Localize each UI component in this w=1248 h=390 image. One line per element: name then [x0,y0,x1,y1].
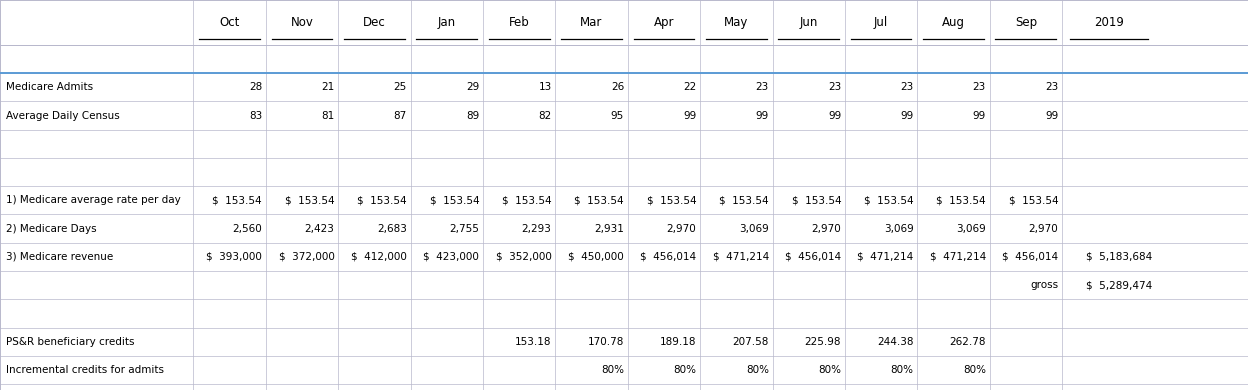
Text: $  450,000: $ 450,000 [568,252,624,262]
Text: 80%: 80% [746,365,769,375]
Text: $  153.54: $ 153.54 [1008,195,1058,206]
Text: $  412,000: $ 412,000 [351,252,407,262]
Text: $  153.54: $ 153.54 [429,195,479,206]
Text: $  153.54: $ 153.54 [574,195,624,206]
Text: $  153.54: $ 153.54 [791,195,841,206]
Text: 2,560: 2,560 [232,223,262,234]
Text: Nov: Nov [291,16,313,29]
Text: 23: 23 [972,82,986,92]
Text: 2,970: 2,970 [666,223,696,234]
Text: gross: gross [1030,280,1058,290]
Text: Mar: Mar [580,16,603,29]
Text: $  153.54: $ 153.54 [719,195,769,206]
Text: 244.38: 244.38 [877,337,914,347]
Text: Jun: Jun [800,16,817,29]
Text: $  393,000: $ 393,000 [206,252,262,262]
Text: $  153.54: $ 153.54 [936,195,986,206]
Text: 3,069: 3,069 [884,223,914,234]
Text: 82: 82 [538,110,552,121]
Text: $  471,214: $ 471,214 [857,252,914,262]
Text: 2,293: 2,293 [522,223,552,234]
Text: Dec: Dec [363,16,386,29]
Text: Average Daily Census: Average Daily Census [6,110,120,121]
Text: Oct: Oct [220,16,240,29]
Text: $  471,214: $ 471,214 [930,252,986,262]
Text: 99: 99 [683,110,696,121]
Text: 89: 89 [466,110,479,121]
Text: 189.18: 189.18 [660,337,696,347]
Text: 26: 26 [610,82,624,92]
Text: 21: 21 [321,82,334,92]
Text: 2019: 2019 [1094,16,1123,29]
Text: 23: 23 [827,82,841,92]
Text: 99: 99 [827,110,841,121]
Text: $  153.54: $ 153.54 [285,195,334,206]
Text: 262.78: 262.78 [950,337,986,347]
Text: PS&R beneficiary credits: PS&R beneficiary credits [6,337,135,347]
Text: 80%: 80% [674,365,696,375]
Text: 2,423: 2,423 [305,223,334,234]
Text: 2,755: 2,755 [449,223,479,234]
Text: Jul: Jul [874,16,889,29]
Text: 99: 99 [972,110,986,121]
Text: $  153.54: $ 153.54 [646,195,696,206]
Text: 13: 13 [538,82,552,92]
Text: 22: 22 [683,82,696,92]
Text: 207.58: 207.58 [733,337,769,347]
Text: $  423,000: $ 423,000 [423,252,479,262]
Text: $  456,014: $ 456,014 [1002,252,1058,262]
Text: 29: 29 [466,82,479,92]
Text: 23: 23 [1045,82,1058,92]
Text: 2) Medicare Days: 2) Medicare Days [6,223,97,234]
Text: Aug: Aug [942,16,965,29]
Text: May: May [724,16,749,29]
Text: Apr: Apr [654,16,674,29]
Text: $  153.54: $ 153.54 [502,195,552,206]
Text: 23: 23 [900,82,914,92]
Text: Sep: Sep [1015,16,1037,29]
Text: 80%: 80% [891,365,914,375]
Text: Incremental credits for admits: Incremental credits for admits [6,365,165,375]
Text: $  372,000: $ 372,000 [278,252,334,262]
Text: Medicare Admits: Medicare Admits [6,82,94,92]
Text: $  5,183,684: $ 5,183,684 [1086,252,1152,262]
Text: $  153.54: $ 153.54 [357,195,407,206]
Text: $  456,014: $ 456,014 [785,252,841,262]
Text: $  153.54: $ 153.54 [212,195,262,206]
Text: 3,069: 3,069 [956,223,986,234]
Text: 1) Medicare average rate per day: 1) Medicare average rate per day [6,195,181,206]
Text: $  153.54: $ 153.54 [864,195,914,206]
Text: 25: 25 [393,82,407,92]
Text: 2,683: 2,683 [377,223,407,234]
Text: 28: 28 [248,82,262,92]
Text: 23: 23 [755,82,769,92]
Text: 80%: 80% [602,365,624,375]
Text: 2,931: 2,931 [594,223,624,234]
Text: 99: 99 [900,110,914,121]
Text: 2,970: 2,970 [811,223,841,234]
Text: $  456,014: $ 456,014 [640,252,696,262]
Text: $  5,289,474: $ 5,289,474 [1086,280,1152,290]
Text: 3,069: 3,069 [739,223,769,234]
Text: 80%: 80% [963,365,986,375]
Text: 153.18: 153.18 [515,337,552,347]
Text: Feb: Feb [509,16,529,29]
Text: 80%: 80% [819,365,841,375]
Text: 99: 99 [755,110,769,121]
Text: 225.98: 225.98 [805,337,841,347]
Text: 83: 83 [248,110,262,121]
Text: $  471,214: $ 471,214 [713,252,769,262]
Text: 95: 95 [610,110,624,121]
Text: 3) Medicare revenue: 3) Medicare revenue [6,252,114,262]
Text: $  352,000: $ 352,000 [495,252,552,262]
Text: 87: 87 [393,110,407,121]
Text: 81: 81 [321,110,334,121]
Text: 99: 99 [1045,110,1058,121]
Text: 170.78: 170.78 [588,337,624,347]
Text: 2,970: 2,970 [1028,223,1058,234]
Text: Jan: Jan [438,16,456,29]
